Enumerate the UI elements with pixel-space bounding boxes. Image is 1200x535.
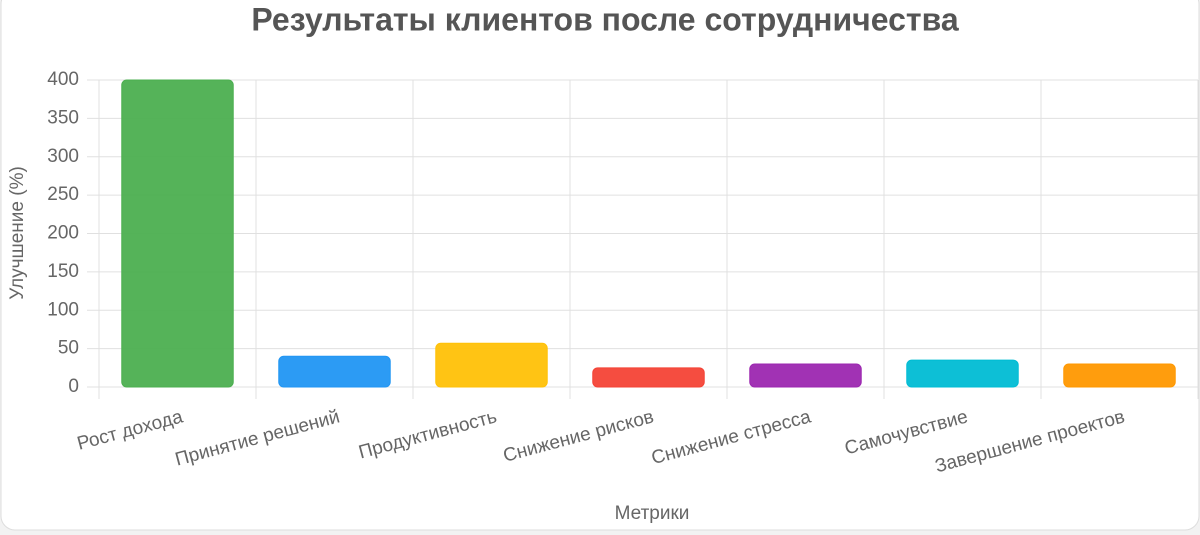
y-axis-label: Улучшение (%) (7, 166, 28, 300)
chart-title: Результаты клиентов после сотрудничества (251, 1, 958, 37)
bar (121, 79, 234, 388)
y-tick-label: 250 (47, 184, 79, 205)
y-tick-label: 350 (47, 107, 79, 128)
y-tick-label: 0 (68, 376, 79, 397)
bar (592, 367, 705, 388)
y-tick-label: 400 (47, 69, 79, 90)
bar (906, 359, 1019, 388)
y-tick-label: 300 (47, 146, 79, 167)
bar (435, 342, 548, 388)
bar (278, 355, 391, 388)
bar (749, 363, 862, 388)
y-tick-label: 200 (47, 223, 79, 244)
y-tick-label: 150 (47, 261, 79, 282)
y-tick-label: 100 (47, 299, 79, 320)
y-tick-label: 50 (58, 338, 79, 359)
bar (1063, 363, 1176, 388)
x-axis-label: Метрики (615, 503, 690, 524)
